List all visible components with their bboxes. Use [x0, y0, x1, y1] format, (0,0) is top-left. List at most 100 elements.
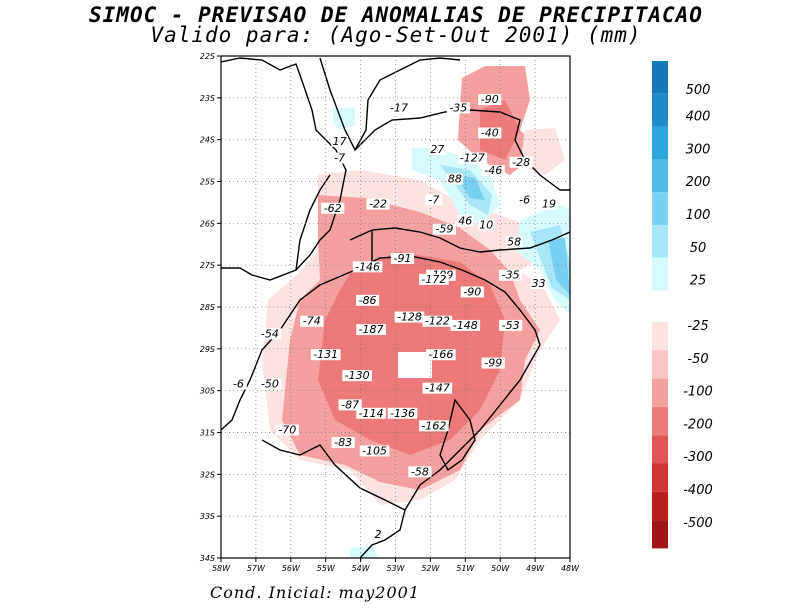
contour-label: -87 — [341, 398, 359, 411]
contour-label: -7 — [334, 152, 345, 165]
contour-label-bg — [356, 324, 386, 336]
contour-label-bg — [460, 286, 484, 298]
lon-tick-label: 51W — [456, 564, 475, 573]
contour-label-bg — [422, 315, 453, 327]
contour-label: -54 — [261, 327, 279, 340]
contour-label: 2 — [375, 528, 382, 541]
contour-label: -91 — [393, 252, 411, 265]
contour-label: -130 — [345, 369, 370, 382]
contour-label-bg — [331, 135, 349, 147]
contour-label-bg — [355, 294, 380, 306]
legend-label-negative: -300 — [683, 450, 713, 465]
legend-label-positive: 200 — [686, 175, 711, 190]
contour-label-bg — [258, 328, 282, 340]
legend-label-positive: 100 — [686, 208, 711, 223]
border-paraguay-brazil — [221, 57, 347, 281]
contour-label-bg — [310, 349, 341, 361]
legend-label-negative: -200 — [683, 417, 713, 432]
contour-label-bg — [457, 152, 488, 164]
lon-tick-label: 49W — [526, 564, 545, 573]
contour-label: -59 — [435, 223, 453, 236]
contour-label-bg — [387, 102, 411, 114]
legend-label-positive: 500 — [686, 83, 711, 98]
contour-label-bg — [481, 357, 505, 369]
contour-label: 19 — [542, 198, 556, 211]
contour-label: -131 — [313, 348, 338, 361]
lat-tick-label: 22S — [200, 52, 215, 61]
contour-label-bg — [372, 529, 384, 541]
lat-tick-label: 32S — [200, 470, 215, 479]
lat-tick-label: 31S — [200, 429, 215, 438]
contour-label: -50 — [261, 377, 279, 390]
contour-label: -17 — [390, 101, 408, 114]
contour-label-bg — [331, 437, 355, 449]
contour-label-bg — [230, 378, 247, 390]
contour-label: -83 — [334, 436, 352, 449]
contour-label-bg — [300, 315, 324, 327]
lat-tick-label: 30S — [200, 387, 215, 396]
contour-label: 10 — [479, 219, 493, 232]
contour-label-bg — [428, 144, 446, 156]
contour-label: 88 — [448, 173, 462, 186]
contour-label: -105 — [362, 444, 387, 457]
legend-swatch-negative — [652, 520, 668, 549]
field-positive-south — [350, 546, 378, 558]
contour-label: -187 — [359, 323, 384, 336]
legend-swatch-positive — [652, 159, 668, 193]
contour-label-bg — [481, 165, 505, 177]
lon-tick-label: 56W — [282, 564, 301, 573]
legend-label-negative: -50 — [687, 352, 708, 367]
contour-label-bg — [499, 319, 523, 331]
contour-label: -136 — [390, 407, 415, 420]
lon-tick-label: 58W — [212, 564, 231, 573]
legend-label-positive: 50 — [690, 241, 707, 256]
contour-label-bg — [446, 173, 464, 185]
contour-label: 17 — [333, 135, 347, 148]
chart-title: SIMOC - PREVISAO DE ANOMALIAS DE PRECIPI… — [89, 3, 703, 27]
contour-label: 58 — [507, 235, 521, 248]
contour-label: -6 — [233, 377, 244, 390]
legend-label-positive: 300 — [686, 142, 711, 157]
legend-swatch-negative — [652, 491, 668, 521]
lat-tick-label: 25S — [200, 178, 215, 187]
contour-label-bg — [432, 223, 456, 235]
lon-tick-label: 48W — [561, 564, 580, 573]
contour-label-bg — [478, 94, 502, 106]
contour-label: 27 — [430, 143, 444, 156]
contour-label-bg — [356, 407, 386, 419]
contour-label-bg — [342, 370, 372, 382]
contour-label-bg — [275, 424, 299, 436]
contour-label-bg — [338, 399, 362, 411]
contour-label: -74 — [303, 315, 321, 328]
legend-swatch-negative — [652, 322, 668, 351]
contour-label-bg — [422, 382, 453, 394]
contour-label: -7 — [428, 193, 439, 206]
contour-label: -162 — [421, 419, 446, 432]
contour-label-bg — [505, 236, 523, 248]
contour-label: -58 — [411, 465, 429, 478]
contour-label: -148 — [453, 319, 478, 332]
contour-label: -99 — [484, 357, 502, 370]
contour-label: -40 — [481, 126, 499, 139]
contour-label-bg — [352, 261, 383, 273]
contour-label-bg — [425, 194, 443, 206]
legend-swatch-positive — [652, 93, 668, 127]
contour-label: 46 — [458, 214, 472, 227]
lat-tick-label: 28S — [200, 303, 215, 312]
contour-label-bg — [426, 349, 456, 361]
legend-label-positive: 400 — [686, 110, 711, 125]
contour-label-bg — [477, 219, 495, 231]
legend-swatch-negative — [652, 378, 668, 407]
lon-tick-label: 53W — [386, 564, 405, 573]
lat-tick-label: 26S — [200, 219, 215, 228]
initial-condition-label: Cond. Inicial: may2001 — [210, 583, 421, 602]
contour-label: -147 — [425, 382, 450, 395]
contour-label-bg — [499, 269, 523, 281]
contour-label: -35 — [502, 269, 520, 282]
contour-label-bg — [516, 194, 534, 206]
lat-tick-label: 24S — [200, 136, 215, 145]
border-uruguay — [261, 439, 406, 558]
legend-label-negative: -500 — [683, 516, 713, 531]
contour-label-bg — [419, 420, 449, 432]
